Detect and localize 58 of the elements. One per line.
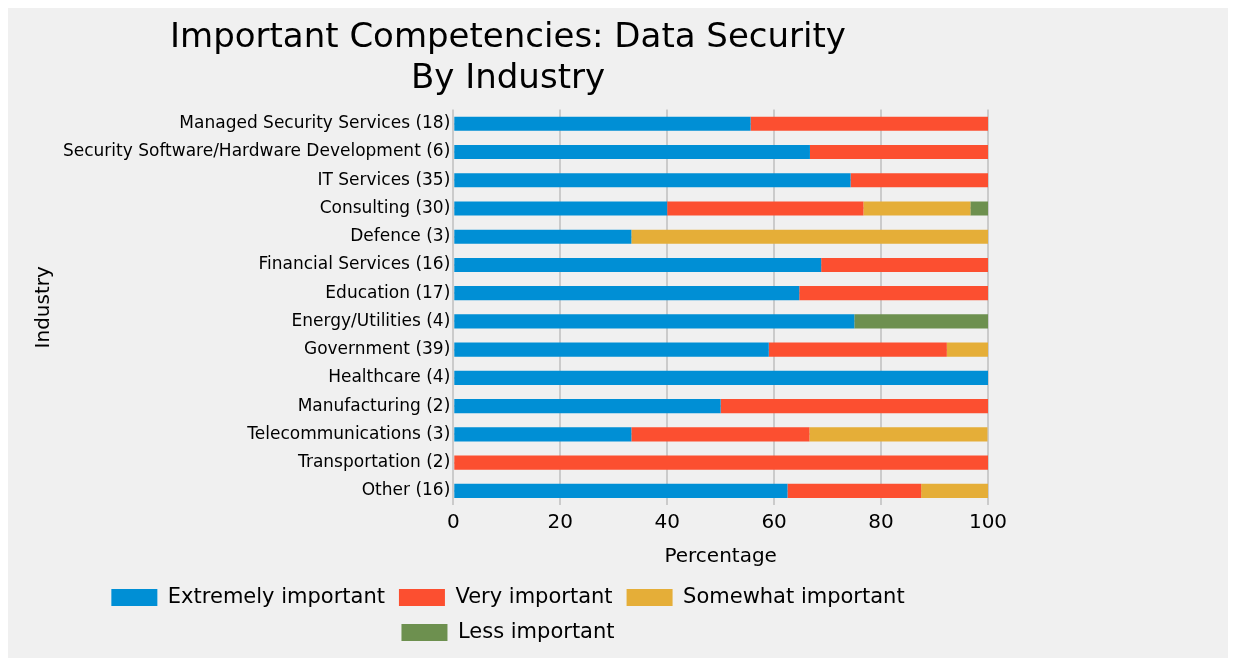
- y-tick-label: IT Services (35): [317, 168, 451, 189]
- bar: [454, 314, 855, 329]
- bar: [854, 314, 988, 329]
- bar: [454, 483, 788, 498]
- legend-label: Somewhat important: [683, 583, 905, 608]
- y-tick-label: Education (17): [325, 281, 451, 302]
- y-tick-label: Telecommunications (3): [246, 422, 451, 443]
- y-tick-label: Government (39): [303, 338, 451, 359]
- y-tick-label: Transportation (2): [297, 451, 451, 472]
- bar: [454, 229, 632, 244]
- y-tick-label: Financial Services (16): [258, 253, 451, 274]
- legend-label: Less important: [457, 618, 615, 643]
- bar: [454, 116, 751, 131]
- chart-title: Important Competencies: Data Security By Industry: [170, 15, 846, 97]
- bar: [850, 173, 988, 188]
- bar: [454, 286, 800, 301]
- x-tick-label: 80: [868, 509, 894, 534]
- bar: [787, 483, 922, 498]
- bar: [863, 201, 971, 216]
- bar: [750, 116, 988, 131]
- bar: [720, 399, 988, 414]
- x-tick-label: 20: [547, 509, 573, 534]
- bar: [454, 173, 851, 188]
- bar: [631, 427, 810, 442]
- bar: [821, 257, 988, 272]
- x-tick-label: 40: [654, 509, 680, 534]
- bar: [631, 229, 988, 244]
- bar: [809, 144, 988, 160]
- y-tick-label: Manufacturing (2): [297, 394, 451, 415]
- bar: [454, 201, 668, 216]
- x-axis-title: Percentage: [664, 543, 777, 568]
- bar: [454, 257, 822, 272]
- bar: [454, 370, 988, 385]
- bar: [799, 286, 988, 301]
- y-tick-label: Energy/Utilities (4): [291, 309, 451, 330]
- bar: [768, 342, 947, 357]
- bar: [454, 342, 769, 357]
- legend-label: Extremely important: [167, 583, 385, 608]
- x-tick-label: 0: [446, 509, 460, 534]
- bar: [946, 342, 988, 357]
- bar: [454, 455, 988, 470]
- legend-label: Very important: [455, 583, 613, 608]
- bar: [809, 427, 988, 442]
- bar: [454, 144, 810, 160]
- y-tick-label: Healthcare (4): [328, 366, 451, 387]
- y-axis-title: Industry: [30, 266, 55, 349]
- bar: [667, 201, 864, 216]
- y-tick-label: Consulting (30): [319, 196, 451, 217]
- y-tick-label: Security Software/Hardware Development (6): [62, 140, 451, 161]
- y-tick-label: Managed Security Services (18): [179, 112, 451, 133]
- bar: [454, 427, 632, 442]
- bar: [970, 201, 988, 216]
- x-tick-label: 60: [761, 509, 787, 534]
- y-tick-label: Defence (3): [350, 225, 451, 246]
- bar: [921, 483, 988, 498]
- bar: [454, 399, 721, 414]
- x-tick-label: 100: [968, 509, 1008, 534]
- y-tick-label: Other (16): [361, 479, 451, 500]
